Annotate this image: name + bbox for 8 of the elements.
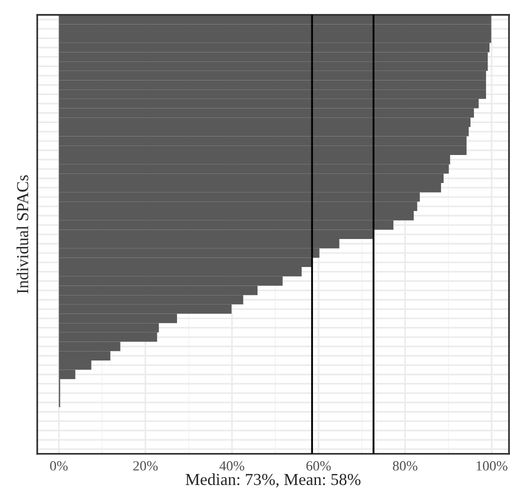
x-tick-label: 20% [133,461,158,471]
x-tick-label: 100% [476,461,508,471]
x-tick-label: 40% [220,461,244,471]
y-axis-title: Individual SPACs [16,175,28,294]
x-axis-title: Median: 73%, Mean: 58% [186,473,360,488]
x-tick-label: 0% [50,461,68,471]
x-tick-label: 60% [306,461,331,471]
x-tick-label: 80% [392,461,418,471]
